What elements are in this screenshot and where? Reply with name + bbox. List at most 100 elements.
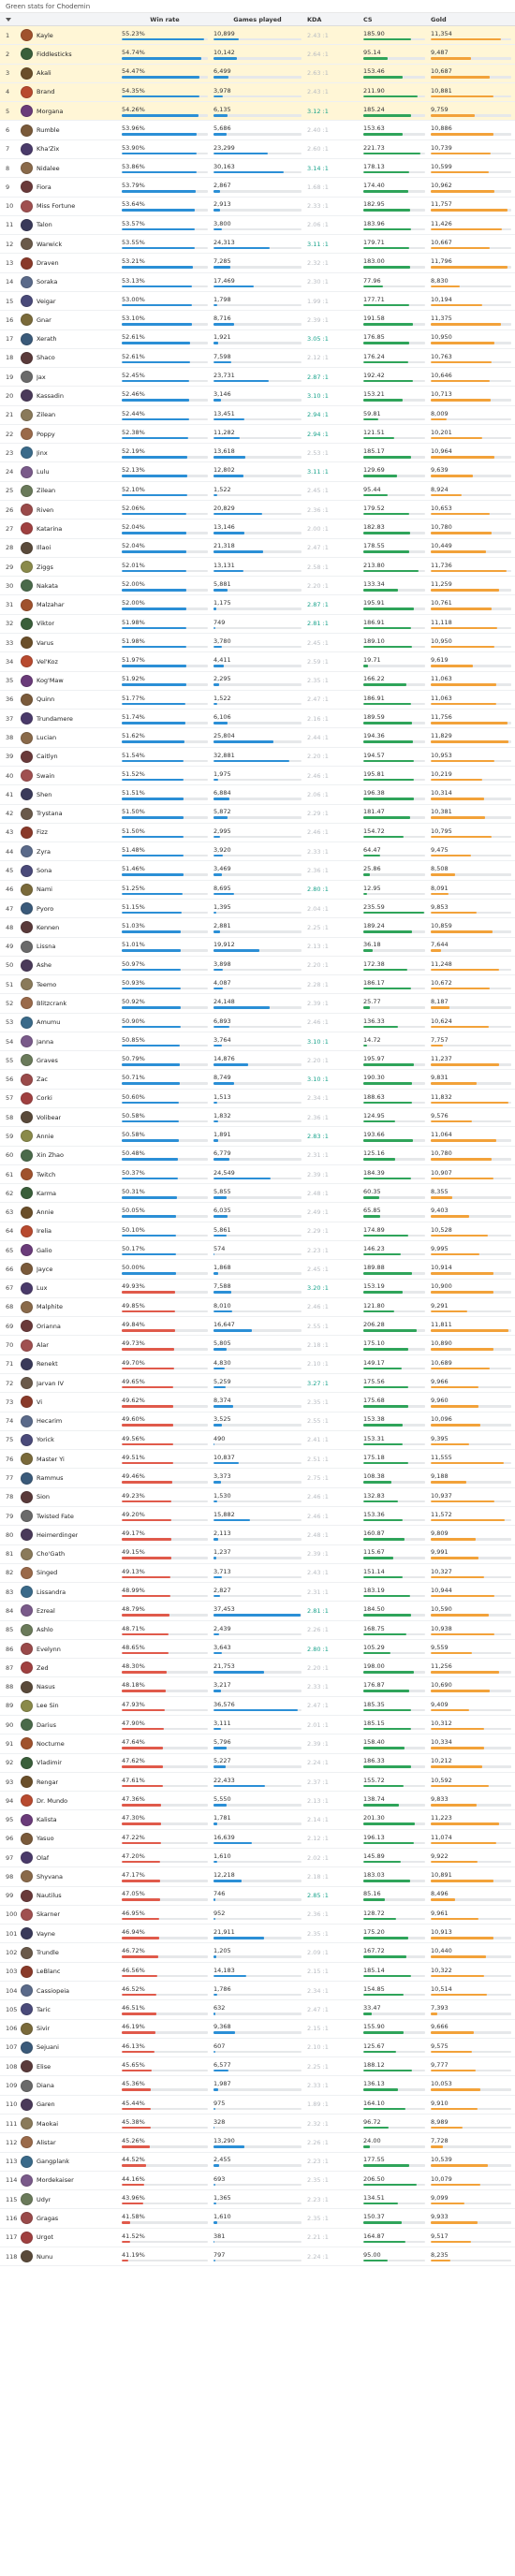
champion-cell[interactable]: Shen — [21, 788, 122, 801]
champion-cell[interactable]: Ezreal — [21, 1604, 122, 1617]
table-row[interactable]: 81 Cho'Gath 49.15% 1,237 2.39 :1 115.67 9,991 — [0, 1545, 515, 1564]
champion-name[interactable]: Kog'Maw — [37, 677, 64, 685]
champion-cell[interactable]: Nocturne — [21, 1737, 122, 1750]
champion-name[interactable]: Kennen — [37, 923, 60, 931]
champion-name[interactable]: Sona — [37, 867, 52, 875]
champion-cell[interactable]: Taric — [21, 2003, 122, 2016]
table-row[interactable]: 41 Shen 51.51% 6,884 2.06 :1 196.38 10,314 — [0, 785, 515, 805]
champion-name[interactable]: Pyoro — [37, 904, 54, 913]
champion-cell[interactable]: Lissna — [21, 940, 122, 953]
champion-cell[interactable]: Xerath — [21, 332, 122, 345]
champion-name[interactable]: Master Yi — [37, 1455, 65, 1463]
table-row[interactable]: 73 Vi 49.62% 8,374 2.35 :1 175.68 9,960 — [0, 1393, 515, 1412]
table-row[interactable]: 61 Twitch 50.37% 24,549 2.39 :1 184.39 10,907 — [0, 1165, 515, 1185]
champion-name[interactable]: Kha'Zix — [37, 145, 60, 154]
champion-cell[interactable]: Katarina — [21, 522, 122, 535]
champion-name[interactable]: Blitzcrank — [37, 999, 67, 1007]
table-row[interactable]: 30 Nakata 52.00% 5,881 2.20 :1 133.34 11,259 — [0, 577, 515, 596]
champion-cell[interactable]: Renekt — [21, 1357, 122, 1370]
champion-cell[interactable]: Alistar — [21, 2136, 122, 2149]
table-row[interactable]: 18 Shaco 52.61% 7,598 2.12 :1 176.24 10,763 — [0, 349, 515, 369]
champion-name[interactable]: Akali — [37, 69, 52, 78]
champion-name[interactable]: LeBlanc — [37, 1968, 61, 1976]
champion-name[interactable]: Zilean — [37, 411, 56, 419]
champion-cell[interactable]: Blitzcrank — [21, 997, 122, 1010]
champion-cell[interactable]: Lucian — [21, 731, 122, 744]
champion-cell[interactable]: Shaco — [21, 351, 122, 364]
champion-cell[interactable]: Vi — [21, 1396, 122, 1409]
champion-name[interactable]: Quinn — [37, 695, 55, 704]
champion-cell[interactable]: Quinn — [21, 693, 122, 706]
champion-cell[interactable]: Sona — [21, 864, 122, 877]
table-row[interactable]: 64 Irelia 50.10% 5,861 2.29 :1 174.89 10,528 — [0, 1222, 515, 1241]
champion-cell[interactable]: Jayce — [21, 1263, 122, 1276]
champion-name[interactable]: Corki — [37, 1094, 52, 1103]
table-row[interactable]: 118 Nunu 41.19% 797 2.24 :1 95.00 8,235 — [0, 2247, 515, 2267]
table-row[interactable]: 99 Nautilus 47.05% 746 2.85 :1 85.16 8,496 — [0, 1887, 515, 1906]
champion-cell[interactable]: Orianna — [21, 1320, 122, 1333]
champion-cell[interactable]: Lulu — [21, 465, 122, 478]
champion-cell[interactable]: Vayne — [21, 1927, 122, 1940]
table-row[interactable]: 32 Viktor 51.98% 749 2.81 :1 186.91 11,118 — [0, 615, 515, 634]
champion-name[interactable]: Zac — [37, 1076, 49, 1084]
champion-name[interactable]: Sivir — [37, 2025, 51, 2033]
champion-cell[interactable]: Kayle — [21, 29, 122, 42]
champion-cell[interactable]: Yasuo — [21, 1832, 122, 1845]
champion-name[interactable]: Miss Fortune — [37, 202, 76, 211]
table-row[interactable]: 31 Malzahar 52.00% 1,175 2.87 :1 195.91 10,761 — [0, 595, 515, 615]
champion-cell[interactable]: Evelynn — [21, 1643, 122, 1656]
table-row[interactable]: 53 Amumu 50.90% 6,893 2.46 :1 136.33 10,624 — [0, 1014, 515, 1032]
champion-cell[interactable]: Diana — [21, 2079, 122, 2092]
champion-name[interactable]: Evelynn — [37, 1645, 61, 1653]
table-row[interactable]: 5 Morgana 54.26% 6,135 3.12 :1 185.24 9,759 — [0, 102, 515, 122]
champion-name[interactable]: Zilean — [37, 487, 56, 495]
table-row[interactable]: 15 Veigar 53.00% 1,798 1.99 :1 177.71 10,194 — [0, 292, 515, 312]
table-row[interactable]: 98 Shyvana 47.17% 12,218 2.18 :1 183.03 10,891 — [0, 1867, 515, 1887]
champion-name[interactable]: Alistar — [37, 2138, 56, 2146]
table-row[interactable]: 89 Lee Sin 47.93% 36,576 2.47 :1 185.35 9,409 — [0, 1697, 515, 1717]
champion-cell[interactable]: Fizz — [21, 826, 122, 839]
champion-cell[interactable]: Lee Sin — [21, 1699, 122, 1712]
champion-cell[interactable]: Annie — [21, 1206, 122, 1219]
table-row[interactable]: 113 Gangplank 44.52% 2,455 2.23 :1 177.55 10,5… — [0, 2153, 515, 2172]
champion-name[interactable]: Nautilus — [37, 1892, 62, 1900]
cs-column-header[interactable]: CS — [363, 15, 373, 23]
champion-name[interactable]: Fiora — [37, 183, 52, 191]
champion-cell[interactable]: Lissandra — [21, 1586, 122, 1599]
table-row[interactable]: 66 Jayce 50.00% 1,868 2.45 :1 189.88 10,914 — [0, 1260, 515, 1280]
table-row[interactable]: 60 Xin Zhao 50.48% 6,779 2.31 :1 125.16 10,780 — [0, 1147, 515, 1165]
champion-name[interactable]: Illaoi — [37, 544, 52, 552]
table-row[interactable]: 67 Lux 49.93% 7,588 3.20 :1 153.19 10,900 — [0, 1280, 515, 1298]
champion-cell[interactable]: Janna — [21, 1035, 122, 1048]
champion-name[interactable]: Riven — [37, 505, 54, 514]
table-row[interactable]: 95 Kalista 47.30% 1,781 2.14 :1 201.30 11,223 — [0, 1810, 515, 1830]
champion-cell[interactable]: Veigar — [21, 295, 122, 308]
champion-cell[interactable]: Jinx — [21, 446, 122, 460]
champion-name[interactable]: Trystana — [37, 810, 63, 818]
champion-cell[interactable]: Rammus — [21, 1471, 122, 1485]
champion-name[interactable]: Sion — [37, 1493, 51, 1501]
champion-cell[interactable]: Jax — [21, 371, 122, 384]
table-row[interactable]: 51 Teemo 50.93% 4,087 2.28 :1 186.17 10,672 — [0, 975, 515, 995]
champion-cell[interactable]: Gragas — [21, 2212, 122, 2225]
table-row[interactable]: 107 Sejuani 46.13% 607 2.10 :1 125.67 9,575 — [0, 2039, 515, 2058]
champion-cell[interactable]: Hecarim — [21, 1414, 122, 1427]
table-row[interactable]: 27 Katarina 52.04% 13,146 2.00 :1 182.83 10,78… — [0, 520, 515, 539]
champion-cell[interactable]: Soraka — [21, 275, 122, 288]
champion-cell[interactable]: Nakata — [21, 579, 122, 593]
champion-name[interactable]: Diana — [37, 2082, 54, 2090]
champion-cell[interactable]: Skarner — [21, 1908, 122, 1921]
champion-name[interactable]: Sejuani — [37, 2043, 59, 2052]
champion-name[interactable]: Yorick — [37, 1436, 54, 1444]
table-row[interactable]: 105 Taric 46.51% 632 2.47 :1 33.47 7,393 — [0, 2000, 515, 2020]
champion-cell[interactable]: Garen — [21, 2098, 122, 2111]
champion-name[interactable]: Shen — [37, 790, 52, 798]
table-row[interactable]: 83 Lissandra 48.99% 2,827 2.31 :1 183.19 10,94… — [0, 1583, 515, 1603]
champion-name[interactable]: Urgot — [37, 2233, 53, 2242]
champion-name[interactable]: Twitch — [37, 1170, 56, 1178]
champion-name[interactable]: Zed — [37, 1663, 49, 1672]
table-row[interactable]: 87 Zed 48.30% 21,753 2.20 :1 198.00 11,256 — [0, 1659, 515, 1678]
champion-name[interactable]: Udyr — [37, 2195, 52, 2203]
champion-cell[interactable]: Trundamere — [21, 712, 122, 725]
table-row[interactable]: 65 Galio 50.17% 574 2.23 :1 146.23 9,995 — [0, 1241, 515, 1261]
